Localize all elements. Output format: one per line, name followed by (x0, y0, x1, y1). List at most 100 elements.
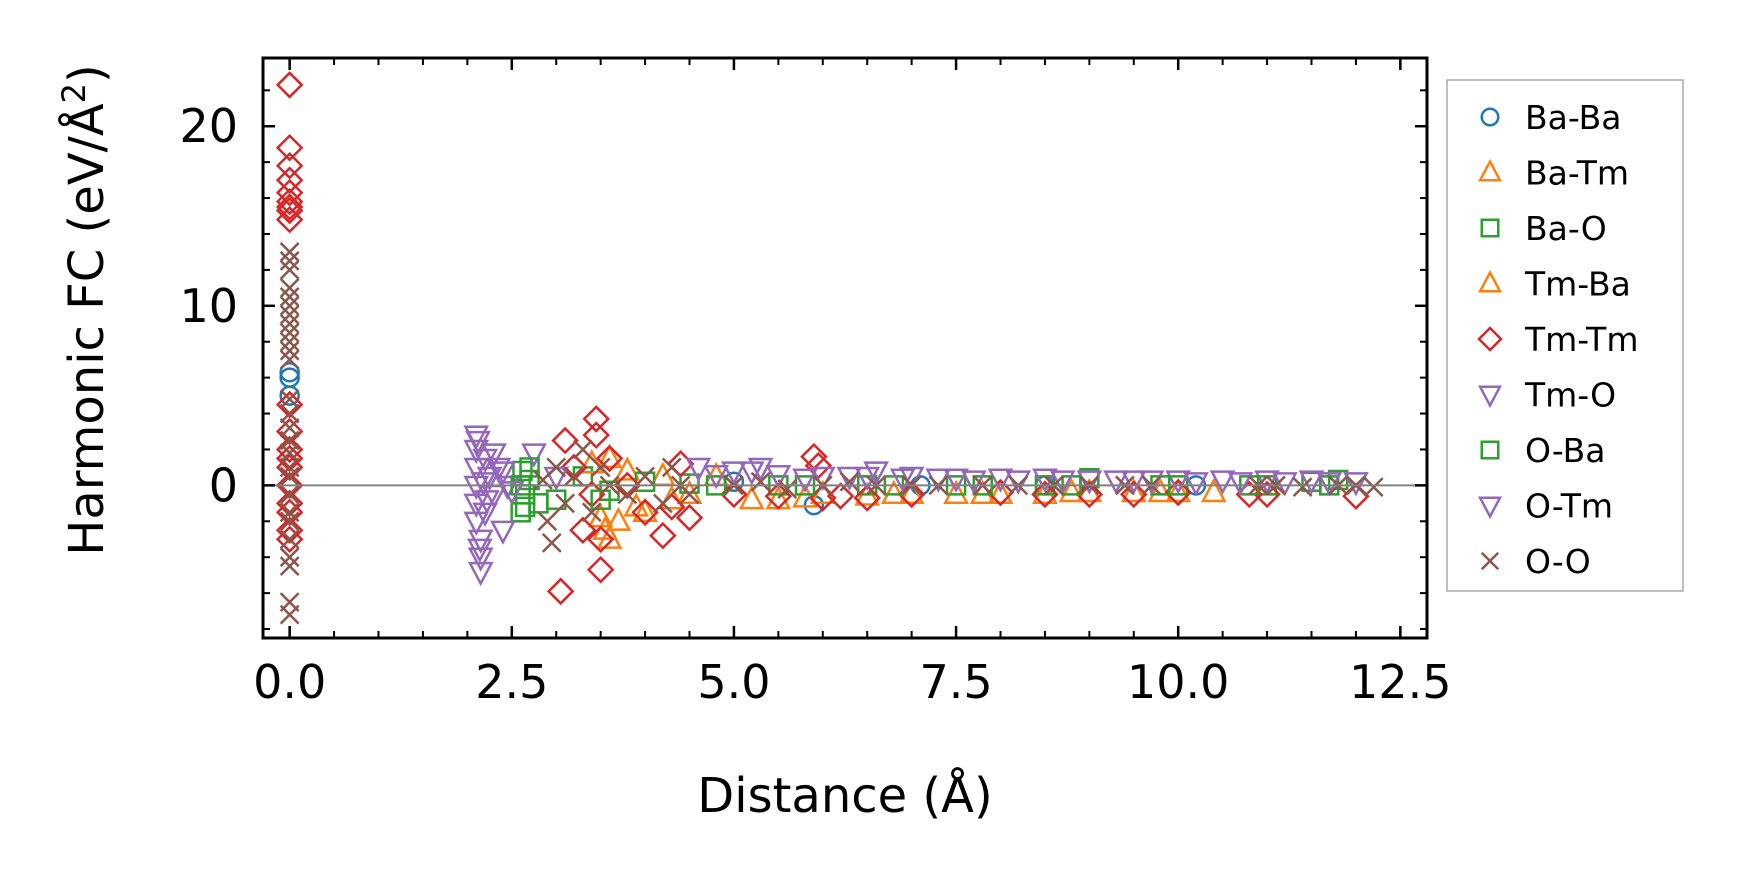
data-point (1120, 477, 1147, 503)
data-point (595, 444, 624, 473)
data-point (279, 331, 300, 352)
data-point (1200, 477, 1227, 503)
legend-label: Tm-Tm (1524, 320, 1639, 359)
data-point (279, 313, 300, 334)
data-point (1138, 470, 1165, 495)
data-point (1120, 480, 1148, 509)
data-point (1005, 470, 1032, 495)
legend-marker-tm-tm (1477, 326, 1503, 352)
data-point (465, 430, 491, 456)
y-tick-label: 20 (179, 99, 238, 153)
data-point (279, 251, 300, 271)
data-point (275, 525, 304, 554)
data-point (721, 461, 747, 486)
data-point (279, 349, 300, 370)
data-point (472, 502, 499, 527)
data-point (738, 461, 765, 486)
data-point (279, 484, 300, 505)
x-tick-label: 10.0 (1127, 655, 1229, 709)
legend-label: Tm-Ba (1524, 265, 1631, 304)
data-point (652, 493, 673, 514)
data-point (1183, 472, 1209, 497)
data-point (703, 464, 730, 490)
data-point (586, 555, 615, 584)
data-point (1343, 472, 1369, 497)
data-point (470, 472, 497, 497)
data-point (275, 471, 304, 500)
legend-label: Ba-O (1525, 209, 1607, 248)
data-point (596, 524, 623, 549)
data-point (279, 403, 300, 424)
data-point (275, 444, 304, 473)
data-point (777, 479, 798, 499)
data-point (541, 532, 562, 553)
legend: Ba-Ba Ba-Tm Ba-O Tm-Ba Tm-Tm Tm-O O-Ba O-Tm O-O (1446, 79, 1684, 592)
data-point (467, 547, 494, 572)
data-point (613, 471, 642, 500)
data-point (738, 485, 765, 510)
data-point (275, 166, 304, 194)
data-point (275, 134, 304, 162)
data-point (590, 457, 611, 478)
data-point (1147, 477, 1174, 503)
data-point (792, 483, 818, 508)
data-point (853, 484, 881, 512)
data-point (560, 453, 588, 482)
data-point (605, 506, 632, 531)
data-point (546, 457, 567, 478)
data-point (631, 498, 659, 527)
legend-marker-tm-o (1478, 385, 1502, 409)
x-tick-label: 5.0 (697, 655, 770, 709)
data-point (586, 525, 615, 554)
data-point (279, 556, 300, 577)
data-point (564, 466, 584, 487)
data-point (275, 178, 304, 207)
data-point (675, 503, 704, 532)
x-tick-label: 2.5 (475, 655, 548, 709)
data-point (649, 521, 677, 550)
data-point (632, 497, 658, 522)
data-point (514, 496, 536, 518)
data-point (596, 443, 623, 469)
data-point (481, 443, 507, 468)
data-point (490, 461, 516, 486)
x-tick-labels: 0.0 2.5 5.0 7.5 10.0 12.5 (253, 655, 1451, 709)
legend-label: O-O (1525, 542, 1591, 581)
data-point (661, 457, 682, 478)
data-point (279, 340, 300, 361)
data-point (617, 484, 638, 505)
data-point (765, 464, 792, 490)
y-tick-label: 10 (179, 279, 238, 333)
data-point (498, 481, 525, 506)
legend-marker-o-tm (1478, 496, 1502, 520)
data-point (275, 71, 304, 99)
data-point (1165, 477, 1192, 503)
data-point (463, 511, 490, 536)
data-point (987, 479, 1014, 504)
data-point (467, 561, 494, 587)
data-point (463, 475, 490, 501)
data-point (792, 468, 818, 493)
y-axis-label: Harmonic FC (eV/Å2) (55, 64, 115, 556)
data-point (582, 405, 610, 433)
legend-marker-o-o (1480, 551, 1500, 571)
data-point (275, 498, 304, 527)
data-point (275, 205, 304, 234)
data-point (279, 457, 300, 478)
data-point (578, 449, 605, 474)
data-point (572, 439, 593, 460)
series-o-o (279, 242, 1384, 625)
data-point (750, 471, 771, 492)
data-point (1227, 472, 1254, 497)
data-point (685, 457, 712, 483)
data-point (987, 468, 1014, 493)
data-point (764, 482, 793, 510)
x-tick-label: 12.5 (1349, 655, 1451, 709)
data-point (880, 479, 907, 504)
axis-ticks (263, 58, 1427, 638)
data-point (658, 485, 685, 510)
data-point (275, 187, 304, 216)
data-point (279, 361, 300, 383)
data-point (555, 493, 575, 514)
